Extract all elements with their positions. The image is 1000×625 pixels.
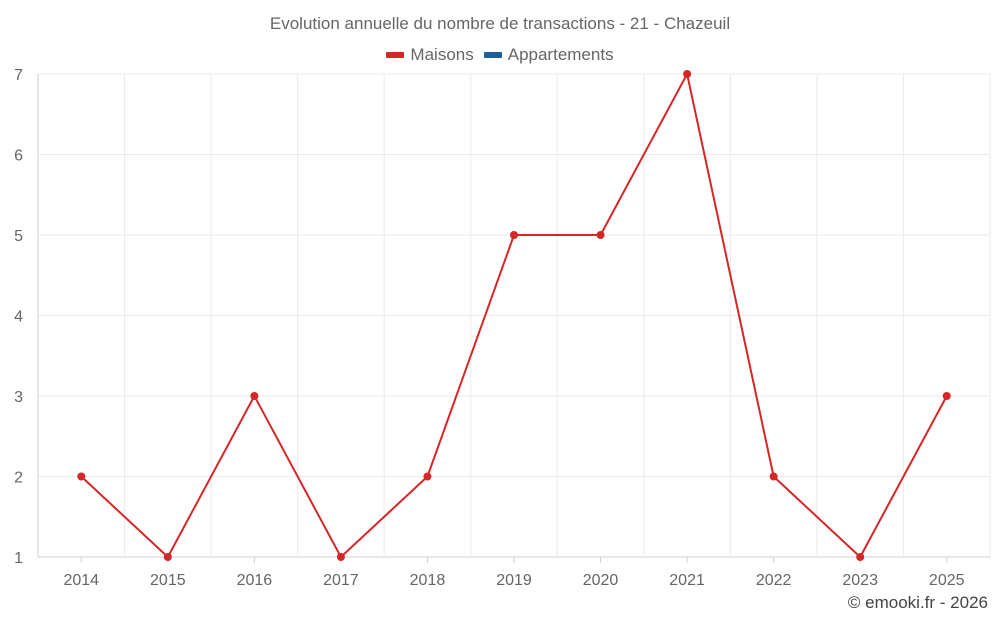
y-tick-label: 7 bbox=[14, 67, 23, 84]
legend-item-maisons[interactable]: Maisons bbox=[386, 45, 474, 65]
x-tick-label: 2025 bbox=[929, 572, 965, 589]
data-point bbox=[596, 231, 605, 239]
x-tick-label: 2021 bbox=[669, 572, 705, 589]
chart-title: Evolution annuelle du nombre de transact… bbox=[269, 14, 731, 33]
data-point bbox=[336, 553, 345, 561]
credit-text: © emooki.fr - 2026 bbox=[847, 593, 988, 612]
y-tick-label: 1 bbox=[14, 550, 23, 567]
data-point bbox=[510, 231, 518, 239]
x-tick-label: 2018 bbox=[410, 572, 446, 589]
data-point bbox=[250, 392, 259, 400]
y-tick-label: 4 bbox=[14, 309, 23, 326]
data-point bbox=[769, 472, 778, 481]
legend-swatch-appartements bbox=[483, 52, 502, 58]
legend-label-maisons: Maisons bbox=[410, 45, 474, 64]
legend: Maisons Appartements bbox=[0, 45, 1000, 65]
y-tick-label: 2 bbox=[14, 470, 23, 487]
series-group bbox=[77, 70, 951, 561]
y-tick-label: 6 bbox=[14, 148, 23, 165]
x-tick-label: 2017 bbox=[323, 572, 359, 589]
data-point bbox=[942, 392, 951, 400]
x-tick-label: 2022 bbox=[756, 572, 792, 589]
y-tick-label: 3 bbox=[14, 389, 23, 406]
legend-item-appartements[interactable]: Appartements bbox=[483, 45, 614, 65]
x-tick-label: 2016 bbox=[237, 572, 273, 589]
data-point bbox=[423, 472, 432, 481]
data-point bbox=[683, 70, 692, 78]
x-tick-label: 2019 bbox=[496, 572, 532, 589]
legend-swatch-maisons bbox=[386, 52, 405, 58]
data-point bbox=[163, 553, 172, 561]
data-point bbox=[77, 472, 86, 481]
grid-lines bbox=[37, 73, 991, 558]
y-tick-label: 5 bbox=[14, 228, 23, 245]
legend-label-appartements: Appartements bbox=[507, 45, 614, 64]
data-point bbox=[856, 553, 865, 561]
x-tick-label: 2023 bbox=[842, 572, 878, 589]
x-tick-label: 2020 bbox=[583, 572, 619, 589]
axes: 1 2 3 4 5 6 7 2014 2015 2016 2017 2018 2019 2020 2021 2… bbox=[14, 67, 965, 589]
x-tick-label: 2015 bbox=[150, 572, 186, 589]
x-tick-label: 2014 bbox=[63, 572, 99, 589]
